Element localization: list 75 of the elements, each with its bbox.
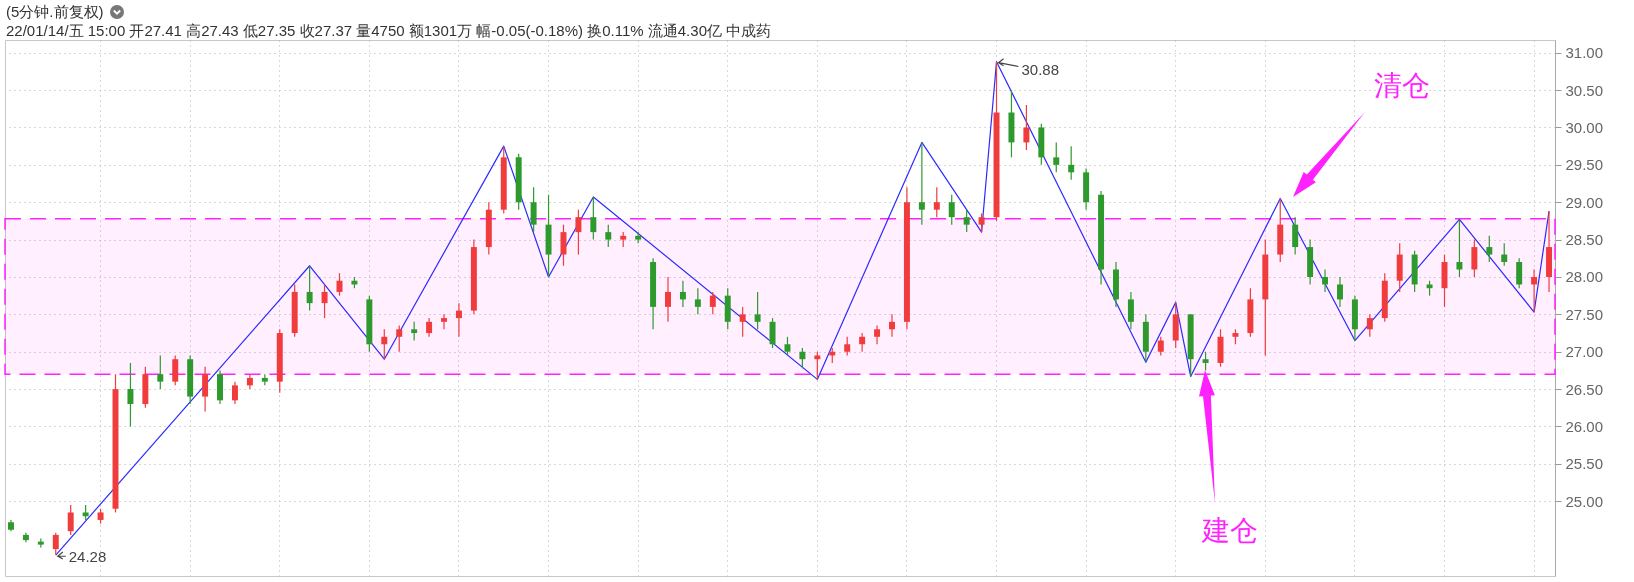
candlestick — [1531, 268, 1538, 313]
y-tick-label: 29.50 — [1565, 156, 1604, 174]
y-tick-label: 26.50 — [1565, 380, 1604, 398]
candlestick — [844, 336, 851, 357]
candlestick — [963, 209, 970, 233]
candlestick — [590, 196, 597, 241]
candlestick — [381, 328, 388, 360]
candlestick — [1471, 239, 1478, 278]
candlestick — [306, 265, 313, 312]
candlestick — [172, 354, 179, 386]
candlestick — [784, 336, 791, 357]
candlestick — [605, 224, 612, 248]
candlestick — [1456, 218, 1463, 278]
candlestick — [814, 351, 821, 380]
candlestick — [859, 332, 866, 353]
candlestick — [799, 347, 806, 369]
candlestick — [635, 231, 642, 244]
candlestick — [679, 280, 686, 308]
candlestick — [1202, 351, 1209, 372]
candlestick — [1157, 336, 1164, 357]
candlestick — [1336, 276, 1343, 308]
candlestick — [396, 324, 403, 353]
candlestick — [127, 362, 134, 428]
candlestick — [769, 317, 776, 349]
candlestick — [1486, 235, 1493, 263]
candlestick — [1516, 257, 1523, 289]
candlestick — [321, 283, 328, 319]
candlestick — [754, 291, 761, 330]
y-tick-label: 28.50 — [1565, 231, 1604, 249]
candlestick — [231, 381, 238, 405]
candlestick — [933, 186, 940, 218]
candlestick — [1068, 145, 1075, 181]
annotation: 建仓 — [1201, 514, 1258, 547]
candlestick — [455, 302, 462, 338]
candlestick — [1127, 291, 1134, 330]
candlestick — [1366, 313, 1373, 338]
candlestick — [948, 194, 955, 226]
y-tick-label: 31.00 — [1565, 44, 1604, 62]
y-tick-label: 27.00 — [1565, 343, 1604, 361]
y-tick-label: 25.50 — [1565, 455, 1604, 473]
candlestick — [1322, 268, 1329, 293]
candlestick — [918, 141, 925, 226]
candlestick — [202, 366, 209, 413]
y-tick-label: 25.00 — [1565, 492, 1604, 510]
y-tick-label: 27.50 — [1565, 305, 1604, 323]
candlestick — [1292, 216, 1299, 256]
y-tick-label: 26.00 — [1565, 417, 1604, 435]
chart-subtitle: 22/01/14/五 15:00 开27.41 高27.43 低27.35 收27.37 量4750 额1301万 幅-0.05(-0.18%) 换0.11% 流通4.30亿 中成药 — [6, 21, 772, 40]
candlestick — [441, 313, 447, 330]
candlestick — [709, 291, 716, 315]
candlestick — [530, 186, 537, 233]
candlestick — [1023, 104, 1030, 151]
annotation: 30.88 — [1021, 60, 1060, 78]
candlestick — [874, 324, 881, 345]
y-tick-label: 30.50 — [1565, 81, 1604, 99]
y-tick-label: 29.00 — [1565, 193, 1604, 211]
chart-title: (5分钟.前复权) — [6, 2, 104, 21]
candlestick — [1053, 141, 1060, 173]
candlestick — [889, 313, 895, 338]
candlestick — [694, 287, 701, 315]
y-tick-label: 28.00 — [1565, 268, 1604, 286]
annotation: 24.28 — [68, 548, 107, 566]
candlestick — [575, 209, 582, 256]
y-tick-label: 30.00 — [1565, 118, 1604, 136]
candlestick — [157, 354, 164, 390]
candlestick — [411, 321, 418, 342]
candlestick — [560, 224, 567, 267]
candlestick — [978, 212, 985, 233]
candlestick — [52, 532, 59, 556]
candlestick — [426, 317, 433, 338]
candlestick — [739, 306, 746, 338]
candlestick — [1501, 242, 1508, 267]
annotation: 清仓 — [1374, 69, 1430, 102]
candlestick — [67, 504, 74, 536]
candlestick — [665, 276, 671, 323]
